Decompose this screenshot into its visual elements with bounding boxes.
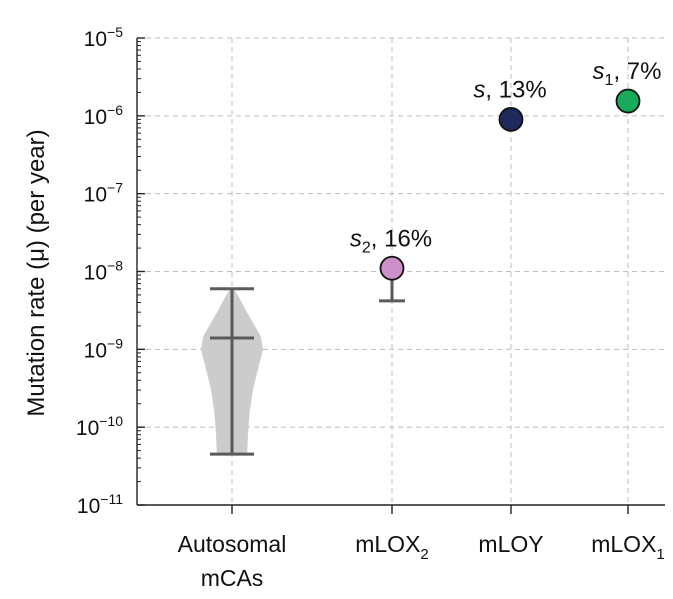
data-point bbox=[615, 88, 641, 114]
y-tick-label: 10−8 bbox=[84, 258, 124, 285]
x-category-label: Autosomal bbox=[178, 531, 287, 557]
y-tick-label: 10−6 bbox=[84, 102, 124, 129]
x-category-label-line2: mCAs bbox=[201, 565, 264, 591]
violin-layer bbox=[200, 287, 264, 456]
points-layer bbox=[379, 88, 641, 303]
y-axis-label: Mutation rate (μ) (per year) bbox=[23, 129, 50, 416]
labels-layer: 10−11 10−10 10−9 10−8 10−7 10−6 10−5 Autosomal m… bbox=[76, 24, 665, 591]
y-tick-label: 10−11 bbox=[77, 491, 123, 518]
y-tick-label: 10−10 bbox=[76, 413, 123, 440]
axis-layer bbox=[136, 37, 665, 514]
x-category-label: mLOX2 bbox=[355, 531, 429, 563]
data-point bbox=[379, 255, 405, 281]
point-annotation: s2, 16% bbox=[350, 225, 432, 256]
x-category-label: mLOX1 bbox=[591, 531, 665, 563]
y-tick-label: 10−9 bbox=[84, 335, 124, 362]
point-annotation: s, 13% bbox=[473, 76, 546, 103]
y-tick-label: 10−7 bbox=[84, 180, 124, 207]
x-category-label: mLOY bbox=[478, 531, 543, 557]
y-tick-label: 10−5 bbox=[84, 24, 124, 51]
data-point bbox=[498, 106, 524, 132]
point-annotation: s1, 7% bbox=[593, 58, 662, 89]
